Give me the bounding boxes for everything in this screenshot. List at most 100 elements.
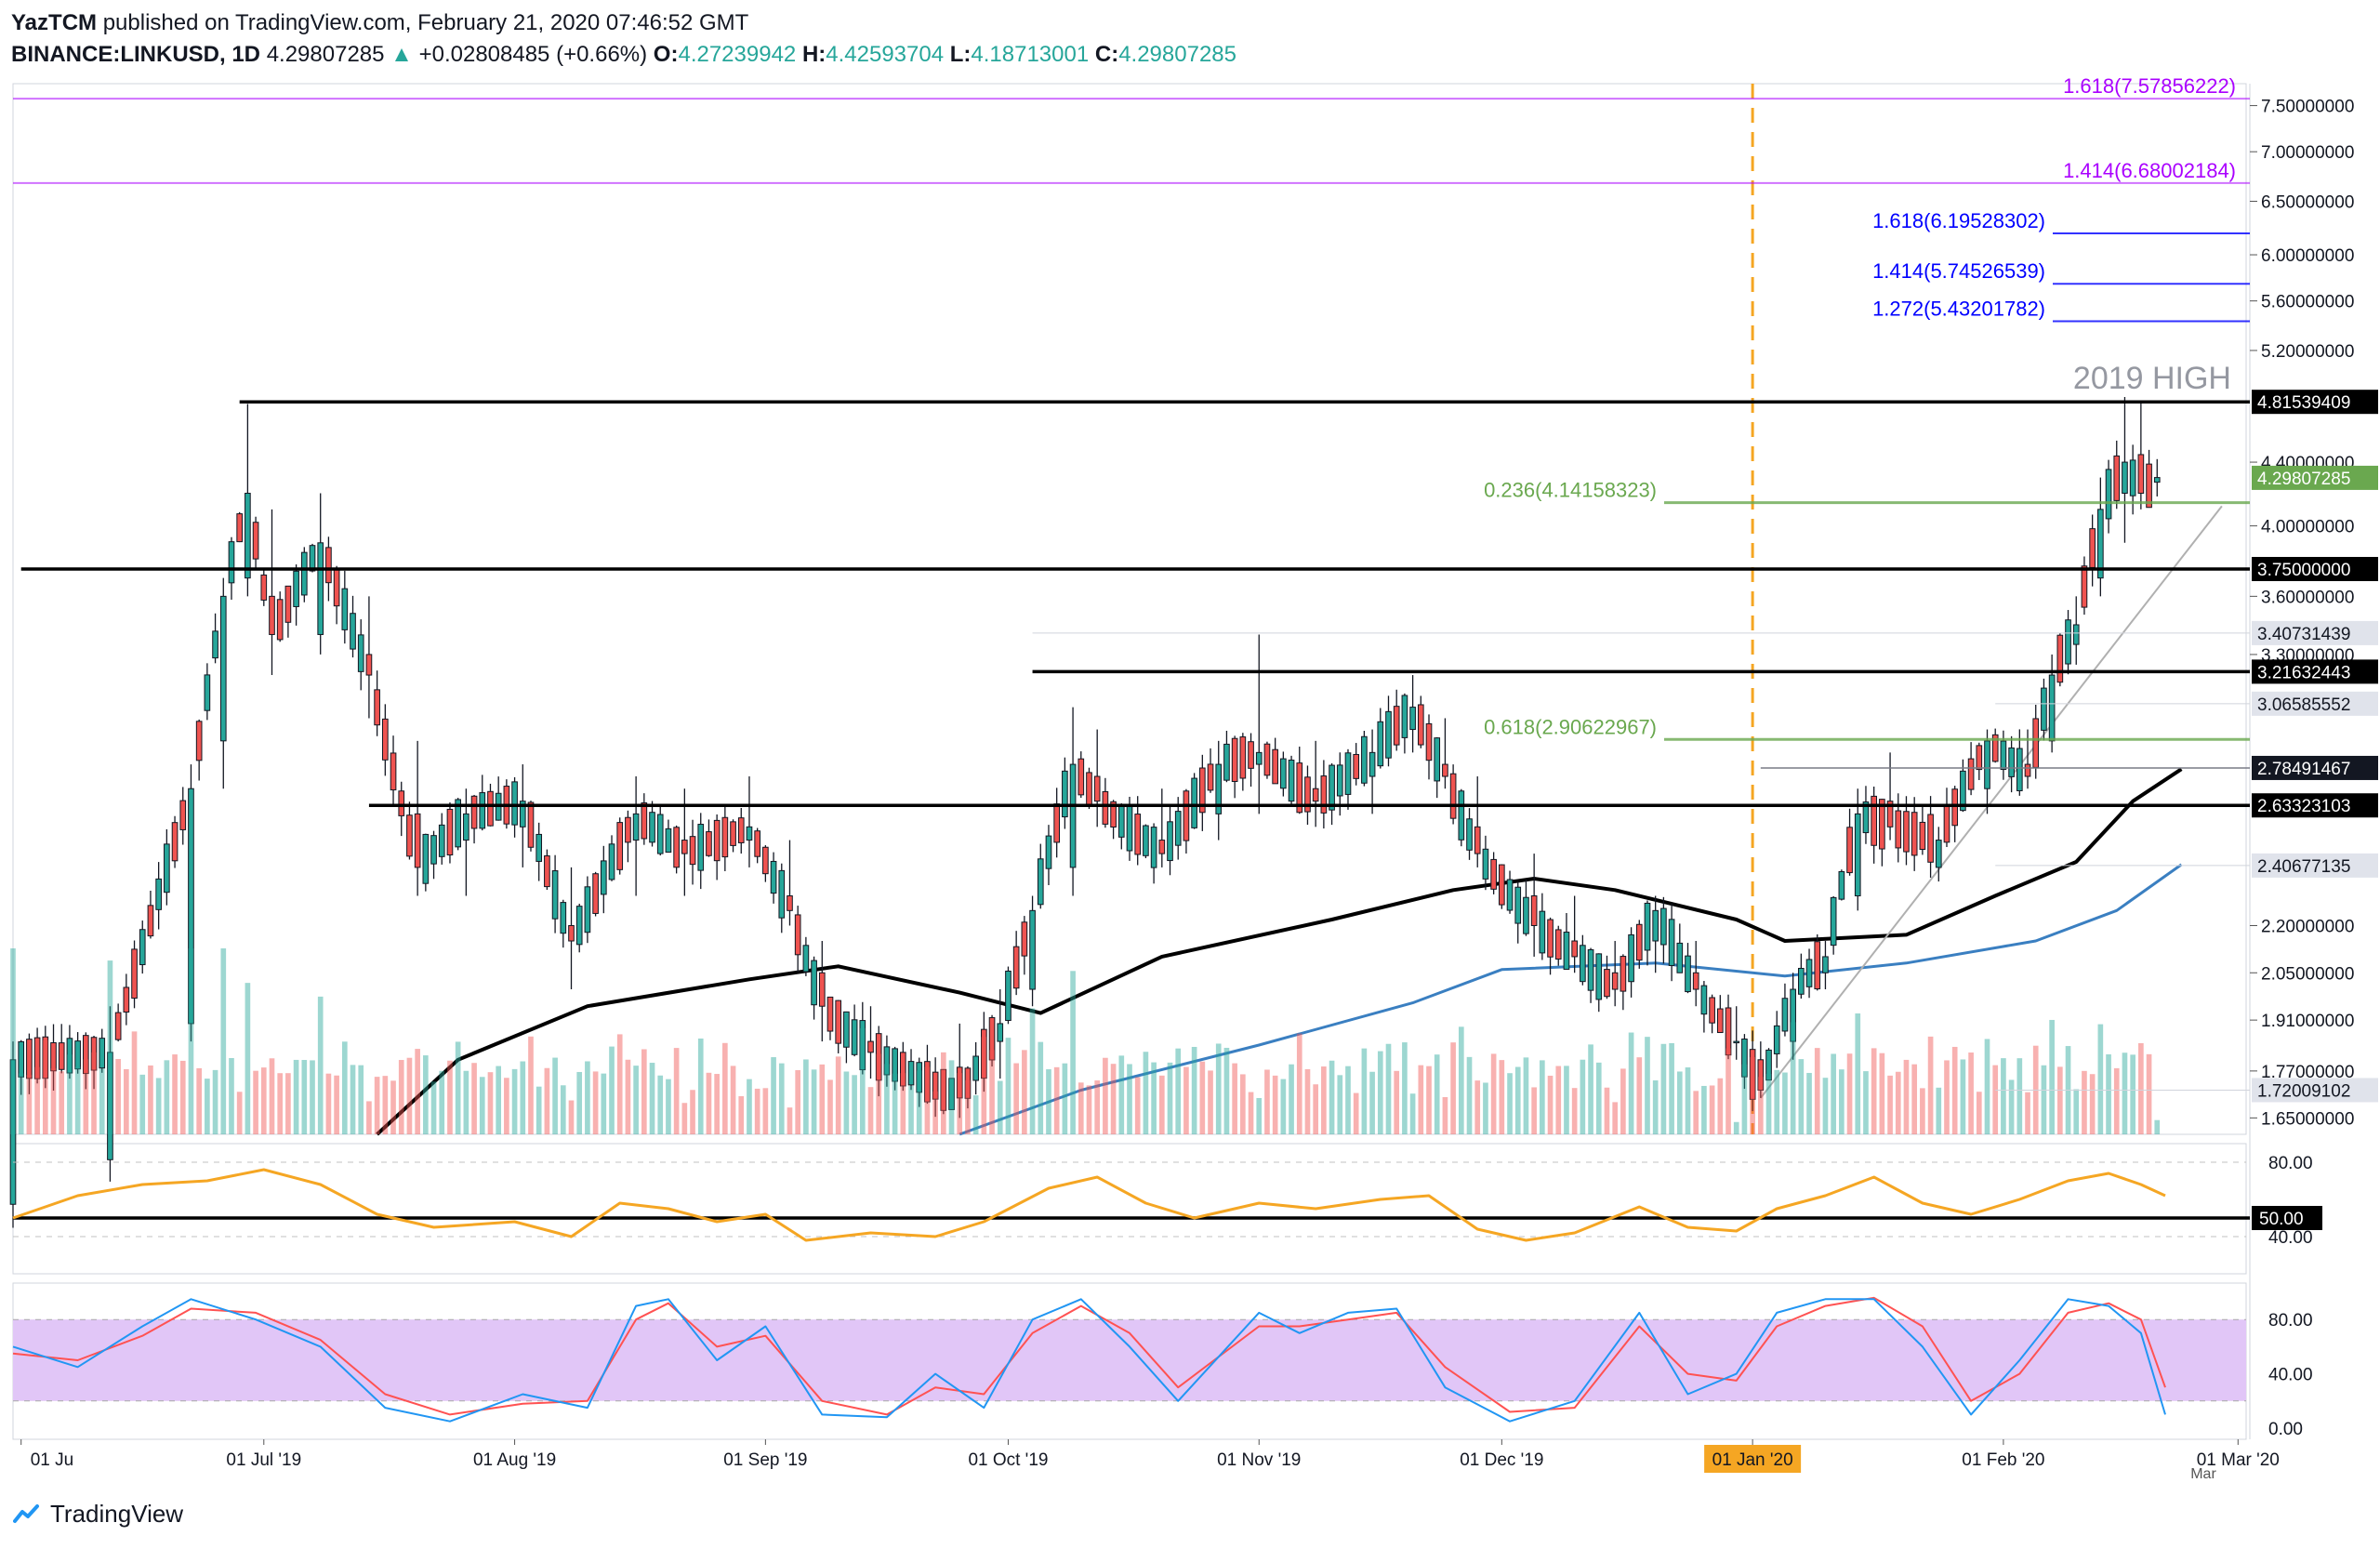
volume-bar [471, 1063, 477, 1134]
volume-bar [560, 1085, 566, 1134]
volume-bar [301, 1060, 308, 1134]
volume-bar [1920, 1088, 1925, 1134]
volume-bar [1701, 1085, 1707, 1134]
candle [350, 613, 356, 650]
candle [2146, 463, 2152, 509]
candle [1280, 758, 1287, 789]
candle [625, 816, 631, 843]
volume-bar [1490, 1053, 1497, 1134]
volume-bar [1321, 1066, 1327, 1134]
candle [74, 1040, 81, 1070]
volume-bar [601, 1073, 607, 1134]
candle [1143, 825, 1149, 856]
candle [1248, 741, 1254, 769]
candle [260, 574, 268, 601]
candle [2113, 455, 2121, 501]
candle [1353, 753, 1360, 779]
candle [1830, 896, 1837, 947]
candle [188, 788, 194, 1025]
candle [382, 718, 389, 761]
candle [1991, 734, 1999, 762]
candle [754, 830, 760, 857]
volume-bar [835, 1056, 841, 1134]
candle [414, 813, 421, 868]
candle [1580, 945, 1586, 983]
volume-bar [1369, 1071, 1375, 1134]
time-tick-label: 01 Aug '19 [473, 1450, 556, 1470]
candle [649, 812, 655, 843]
candle [1401, 695, 1408, 738]
volume-bar [229, 1057, 234, 1134]
level-label-box [2252, 390, 2378, 415]
candle [1312, 788, 1319, 802]
volume-bar [1911, 1064, 1918, 1134]
candle [1012, 946, 1020, 989]
candle [721, 816, 729, 858]
candle [1474, 826, 1481, 854]
chart-header: YazTCM published on TradingView.com, Feb… [11, 6, 2373, 71]
level-label-box [2252, 1078, 2378, 1103]
candle [1838, 870, 1845, 900]
publish-line: YazTCM published on TradingView.com, Feb… [11, 9, 748, 37]
volume-bar [932, 1091, 938, 1134]
volume-bar [924, 1066, 931, 1134]
volume-bar [172, 1054, 178, 1134]
volume-bar [366, 1101, 372, 1134]
candle [446, 808, 454, 856]
candle [1344, 752, 1352, 795]
volume-bar [236, 1092, 243, 1134]
volume-bar [1765, 1073, 1772, 1134]
volume-bar [714, 1074, 720, 1134]
volume-bar [398, 1060, 404, 1134]
time-tick-label: 01 Feb '20 [1962, 1450, 2044, 1470]
author-name[interactable]: YazTCM [11, 10, 98, 35]
volume-bar [1741, 1064, 1748, 1134]
candle [2016, 748, 2023, 791]
candle [802, 945, 810, 973]
volume-bar [1304, 1068, 1311, 1134]
candle [2048, 674, 2056, 742]
volume-bar [747, 1079, 752, 1134]
candle [1595, 953, 1603, 1000]
tradingview-footer[interactable]: TradingView [13, 1497, 183, 1530]
time-highlight-box [1704, 1445, 1802, 1473]
volume-bar [1822, 1078, 1829, 1134]
candle [826, 996, 834, 1032]
rsi-line [12, 1168, 2166, 1242]
symbol-label[interactable]: BINANCE:LINKUSD, 1D [11, 42, 261, 67]
volume-bar [819, 1064, 826, 1134]
level-label: 3.40731439 [2257, 625, 2350, 644]
candle [212, 630, 218, 659]
volume-bar [957, 1073, 963, 1134]
candle [1879, 799, 1885, 850]
candle [2024, 763, 2031, 777]
candle [228, 541, 235, 584]
volume-bar [1409, 1093, 1416, 1134]
volume-bar [706, 1072, 712, 1134]
candle [1215, 763, 1223, 814]
candle [1490, 858, 1497, 890]
candle [964, 1067, 972, 1099]
candle [1554, 929, 1562, 960]
volume-bar [447, 1060, 453, 1134]
time-tick-label: 01 Ju [31, 1450, 73, 1470]
candle [90, 1037, 98, 1071]
last-price: 4.29807285 [266, 42, 385, 67]
rsi-pane [12, 1143, 2247, 1275]
candle [1499, 864, 1505, 906]
volume-bar [666, 1079, 671, 1134]
candle [1117, 804, 1125, 838]
candle [1725, 1007, 1732, 1056]
candle [470, 795, 478, 829]
volume-bar [778, 1063, 785, 1134]
volume-bar [730, 1066, 736, 1134]
candle [1685, 955, 1691, 993]
volume-bar [852, 1075, 857, 1134]
candle [66, 1038, 73, 1074]
candle [1846, 827, 1853, 874]
candle [1919, 821, 1926, 851]
volume-bar [430, 1081, 437, 1134]
candle [811, 960, 817, 1006]
volume-bar [26, 1075, 33, 1134]
